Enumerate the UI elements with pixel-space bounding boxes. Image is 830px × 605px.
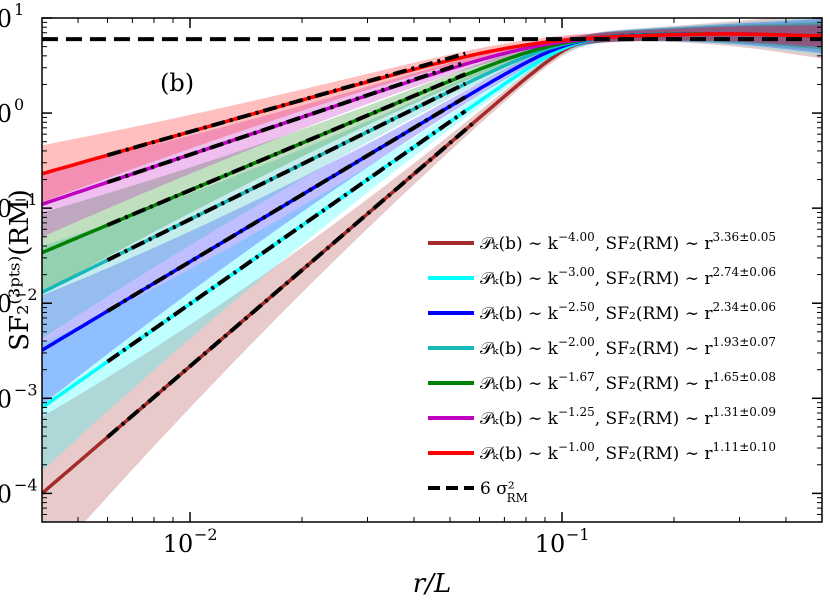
legend-label-0: 𝒫ₖ(b) ∼ k−4.00, SF₂(RM) ∼ r3.36±0.05 bbox=[480, 230, 776, 254]
uncertainty-bands bbox=[42, 18, 822, 522]
y-tick-exponent: −2 bbox=[14, 285, 38, 304]
uncertainty-band-6 bbox=[42, 25, 822, 203]
legend-label-1: 𝒫ₖ(b) ∼ k−3.00, SF₂(RM) ∼ r2.74±0.06 bbox=[480, 265, 776, 289]
legend-label-6: 𝒫ₖ(b) ∼ k−1.00, SF₂(RM) ∼ r1.11±0.10 bbox=[480, 440, 776, 464]
fit-line-1 bbox=[106, 109, 467, 364]
y-tick-label: 10 bbox=[0, 480, 12, 508]
y-tick-label: 10 bbox=[0, 195, 12, 223]
y-tick-exponent: 0 bbox=[14, 95, 24, 114]
legend-label-3: 𝒫ₖ(b) ∼ k−2.00, SF₂(RM) ∼ r1.93±0.07 bbox=[480, 335, 776, 359]
axis-ticks: 10−210−110110010−110−210−310−4 bbox=[0, 0, 823, 558]
x-tick-label: 10 bbox=[535, 530, 566, 558]
y-tick-exponent: −4 bbox=[14, 475, 38, 494]
y-tick-label: 10 bbox=[0, 100, 12, 128]
y-tick-exponent: −1 bbox=[14, 190, 38, 209]
panel-label: (b) bbox=[160, 69, 194, 97]
fit-line-2 bbox=[106, 95, 467, 313]
legend-label-4: 𝒫ₖ(b) ∼ k−1.67, SF₂(RM) ∼ r1.65±0.08 bbox=[480, 370, 776, 394]
x-tick-exponent: −1 bbox=[566, 525, 590, 544]
uncertainty-band-0 bbox=[42, 18, 822, 522]
y-tick-exponent: −3 bbox=[14, 380, 38, 399]
x-tick-label: 10 bbox=[163, 530, 194, 558]
y-tick-label: 10 bbox=[0, 290, 12, 318]
legend-label-saturation: 6 σ²RM bbox=[480, 479, 528, 505]
fit-line-3 bbox=[106, 81, 467, 262]
plot-frame bbox=[41, 17, 823, 523]
legend-label-2: 𝒫ₖ(b) ∼ k−2.50, SF₂(RM) ∼ r2.34±0.06 bbox=[480, 300, 776, 324]
fit-line-5 bbox=[106, 60, 467, 185]
fit-line-6 bbox=[106, 51, 466, 158]
fit-line-4 bbox=[106, 72, 467, 227]
y-tick-label: 10 bbox=[0, 5, 12, 33]
y-tick-exponent: 1 bbox=[14, 0, 24, 19]
y-axis-title: SF₂⁽³ᵖᵗˢ⁾(RM) bbox=[5, 189, 35, 351]
legend: 𝒫ₖ(b) ∼ k−4.00, SF₂(RM) ∼ r3.36±0.05 𝒫ₖ(b… bbox=[428, 230, 776, 505]
x-tick-exponent: −2 bbox=[194, 525, 218, 544]
y-tick-label: 10 bbox=[0, 385, 12, 413]
x-axis-title: r/L bbox=[413, 569, 451, 599]
fit-lines bbox=[106, 51, 476, 439]
legend-label-5: 𝒫ₖ(b) ∼ k−1.25, SF₂(RM) ∼ r1.31±0.09 bbox=[480, 405, 776, 429]
